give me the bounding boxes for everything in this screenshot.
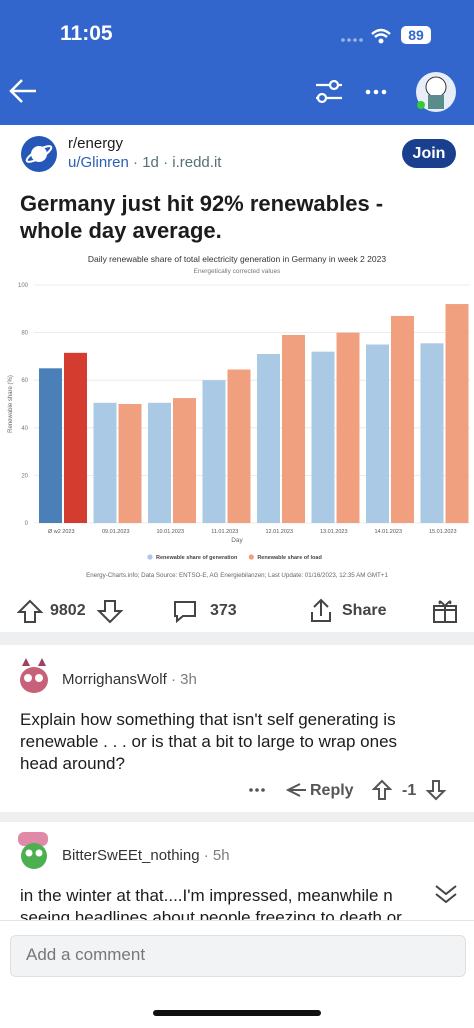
- x-tick-label: 14.01.2023: [374, 529, 402, 535]
- bar: [282, 334, 305, 523]
- comment-more[interactable]: [249, 788, 265, 792]
- x-axis-label: Day: [231, 537, 243, 544]
- bar: [118, 404, 142, 523]
- comment-line: renewable . . . or is that a bit to larg…: [20, 732, 398, 751]
- join-button[interactable]: Join: [402, 139, 456, 168]
- post-age: 1d: [142, 154, 159, 171]
- comment-upvote[interactable]: [371, 779, 393, 800]
- x-tick-label: 12.01.2023: [265, 529, 293, 535]
- legend-label: Renewable share of generation: [156, 555, 238, 561]
- collapse-button[interactable]: [428, 878, 464, 908]
- separator: [0, 812, 474, 822]
- subreddit[interactable]: r/energy: [68, 135, 124, 152]
- status-icons: [341, 28, 391, 44]
- user-avatar[interactable]: [416, 72, 456, 112]
- comment-author[interactable]: BitterSwEEt_nothing: [62, 847, 200, 864]
- comment-input[interactable]: [10, 935, 466, 977]
- battery: 89: [401, 26, 431, 44]
- post-actions: [16, 598, 457, 624]
- y-tick-label: 80: [21, 331, 28, 337]
- status-time: 11:05: [60, 22, 113, 45]
- comment-author-line: MorrighansWolf · 3h: [62, 671, 197, 688]
- comment-votes: -1: [402, 782, 417, 799]
- share-icon[interactable]: [311, 598, 331, 622]
- comment-line: head around?: [20, 754, 125, 773]
- bar: [311, 351, 335, 523]
- post-meta: u/Glinren · 1d · i.redd.it: [68, 154, 222, 171]
- y-axis-label: Renewable share (%): [8, 375, 14, 433]
- comment-age: 5h: [212, 847, 230, 864]
- reply-button[interactable]: Reply: [310, 782, 354, 799]
- comment-line: Explain how something that isn't self ge…: [20, 710, 396, 729]
- legend-swatch: [147, 554, 153, 560]
- y-tick-label: 60: [21, 378, 28, 384]
- back-button[interactable]: [9, 79, 36, 103]
- bar: [445, 304, 469, 523]
- x-tick-label: 15.01.2023: [429, 529, 457, 535]
- bar: [202, 380, 226, 523]
- title-line: Germany just hit 92% renewables -: [20, 191, 384, 216]
- commenter-avatar[interactable]: [12, 654, 56, 700]
- legend-label: Renewable share of load: [257, 555, 322, 561]
- y-tick-label: 100: [18, 283, 29, 289]
- vote-count: 9802: [50, 602, 86, 619]
- comment-placeholder: Add a comment: [26, 945, 146, 964]
- bar: [420, 343, 444, 523]
- chart-title: Daily renewable share of total electrici…: [88, 254, 386, 264]
- x-tick-label: 11.01.2023: [211, 529, 238, 535]
- x-tick-label: 09.01.2023: [102, 529, 130, 535]
- y-tick-label: 20: [21, 473, 28, 479]
- commenter-avatar[interactable]: [12, 828, 56, 874]
- bar: [336, 332, 360, 523]
- chart-source: Energy-Charts.info; Data Source: ENTSO-E…: [86, 572, 388, 579]
- x-tick-label: Ø w2 2023: [48, 529, 75, 535]
- bar: [257, 354, 280, 523]
- subreddit-icon[interactable]: [20, 135, 58, 173]
- bar: [366, 344, 389, 523]
- comment-count[interactable]: 373: [210, 602, 237, 619]
- bar: [173, 398, 196, 523]
- separator: [0, 632, 474, 645]
- author[interactable]: u/Glinren: [68, 154, 129, 171]
- comment-actions: [249, 779, 447, 801]
- upvote[interactable]: [16, 599, 44, 623]
- nav-icons: [9, 72, 456, 112]
- award-icon[interactable]: [433, 600, 457, 623]
- home-indicator: [153, 1010, 321, 1016]
- chart-subtitle: Energetically corrected values: [194, 268, 281, 275]
- x-tick-label: 13.01.2023: [320, 529, 348, 535]
- bar: [391, 315, 414, 523]
- bar: [227, 369, 251, 523]
- share-button[interactable]: Share: [342, 602, 387, 619]
- y-tick-label: 40: [21, 426, 28, 432]
- legend-swatch: [248, 554, 254, 560]
- reply-icon[interactable]: [285, 783, 306, 797]
- comment-author-line: BitterSwEEt_nothing · 5h: [62, 847, 230, 864]
- domain[interactable]: i.redd.it: [172, 154, 222, 171]
- title-line: whole day average.: [20, 218, 222, 243]
- x-tick-label: 10.01.2023: [156, 529, 184, 535]
- bar: [39, 368, 62, 523]
- comment-author[interactable]: MorrighansWolf: [62, 671, 167, 688]
- y-tick-label: 0: [25, 521, 29, 527]
- comment-text: Explain how something that isn't self ge…: [20, 709, 397, 775]
- more-button[interactable]: [365, 89, 387, 95]
- downvote[interactable]: [96, 600, 124, 624]
- comment-downvote[interactable]: [425, 780, 447, 801]
- comment-age: 3h: [180, 671, 197, 688]
- post-title: Germany just hit 92% renewables - whole d…: [20, 190, 383, 244]
- comment-line: in the winter at that....I'm impressed, …: [20, 886, 393, 905]
- header: [0, 0, 474, 125]
- bar: [93, 402, 117, 523]
- filter-button[interactable]: [316, 79, 342, 104]
- comment-icon[interactable]: [174, 601, 196, 624]
- bar: [148, 402, 171, 523]
- chart-image[interactable]: Daily renewable share of total electrici…: [0, 250, 474, 586]
- bar: [64, 352, 87, 523]
